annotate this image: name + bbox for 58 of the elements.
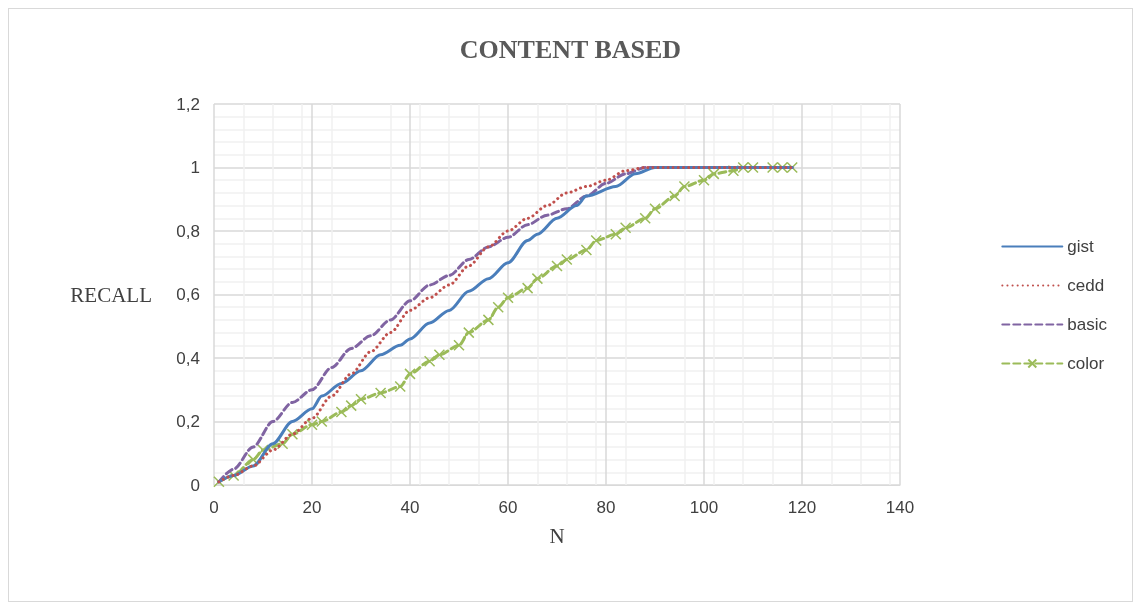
point bbox=[619, 222, 632, 234]
point bbox=[531, 272, 544, 285]
point bbox=[747, 161, 759, 174]
point bbox=[590, 234, 602, 247]
legend-label: basic bbox=[1067, 315, 1108, 334]
y-tick-label: 0,4 bbox=[176, 348, 200, 368]
point bbox=[502, 291, 514, 304]
point bbox=[561, 253, 573, 266]
point bbox=[404, 368, 416, 380]
x-tick-label: 120 bbox=[787, 498, 817, 517]
point bbox=[610, 228, 622, 240]
point bbox=[394, 380, 406, 393]
point bbox=[463, 326, 475, 339]
y-axis-title: RECALL bbox=[70, 282, 152, 307]
y-tick-label: 1,2 bbox=[176, 94, 200, 114]
point bbox=[316, 415, 328, 428]
point bbox=[286, 428, 299, 440]
point bbox=[453, 339, 465, 352]
point bbox=[482, 314, 495, 326]
y-tick-label: 0,6 bbox=[176, 285, 200, 304]
x-tick-label: 140 bbox=[885, 498, 915, 517]
point bbox=[678, 180, 691, 193]
point bbox=[776, 161, 789, 174]
point bbox=[521, 282, 534, 294]
point bbox=[423, 355, 436, 367]
x-tick-label: 100 bbox=[689, 498, 719, 517]
y-tick-label: 1 bbox=[190, 158, 200, 177]
x-tick-label: 0 bbox=[209, 498, 219, 517]
point bbox=[306, 418, 318, 431]
point bbox=[374, 387, 387, 399]
legend-label: color bbox=[1067, 354, 1105, 373]
point bbox=[551, 260, 563, 272]
point bbox=[708, 168, 720, 180]
legend-label: gist bbox=[1067, 237, 1095, 256]
y-tick-label: 0,8 bbox=[176, 221, 200, 241]
y-tick-label: 0,2 bbox=[176, 412, 200, 431]
x-tick-label: 80 bbox=[596, 498, 616, 517]
point bbox=[335, 406, 348, 418]
point bbox=[492, 301, 504, 313]
point bbox=[580, 244, 593, 256]
point bbox=[345, 399, 357, 412]
x-tick-label: 60 bbox=[498, 498, 518, 517]
point bbox=[649, 203, 661, 215]
point bbox=[639, 212, 651, 225]
y-tick-label: 0 bbox=[190, 475, 200, 495]
x-axis-title: N bbox=[549, 523, 565, 548]
legend-label: cedd bbox=[1067, 276, 1105, 295]
point bbox=[786, 161, 798, 174]
point bbox=[355, 393, 367, 406]
point bbox=[766, 161, 779, 174]
point bbox=[668, 190, 681, 202]
point bbox=[227, 469, 240, 482]
x-tick-label: 20 bbox=[302, 498, 322, 517]
chart-title: CONTENT BASED bbox=[459, 34, 682, 64]
x-tick-label: 40 bbox=[400, 498, 420, 517]
point bbox=[698, 174, 710, 186]
point bbox=[737, 161, 749, 174]
point bbox=[433, 349, 446, 361]
